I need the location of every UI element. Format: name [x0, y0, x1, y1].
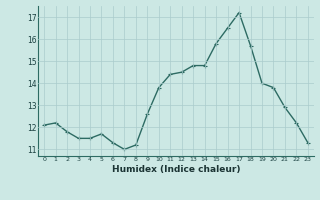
X-axis label: Humidex (Indice chaleur): Humidex (Indice chaleur)	[112, 165, 240, 174]
